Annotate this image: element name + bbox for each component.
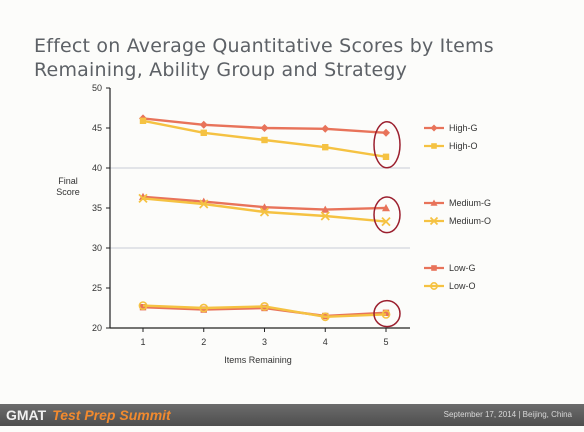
legend-label-low-o: Low-O xyxy=(449,281,476,291)
legend-item-medium-g: Medium-G xyxy=(424,198,491,208)
point-high-o-1 xyxy=(139,117,147,124)
x-tick-label-2: 2 xyxy=(201,337,206,347)
point-medium-o-3 xyxy=(259,207,270,217)
y-tick-label-35: 35 xyxy=(92,203,102,213)
point-medium-o-4-stroke-b xyxy=(320,211,330,221)
point-high-o-5 xyxy=(382,153,390,160)
point-low-g-3 xyxy=(261,304,268,312)
legend-label-medium-o: Medium-O xyxy=(449,216,491,226)
legend-item-high-g: High-G xyxy=(424,123,478,133)
y-tick-label-50: 50 xyxy=(92,83,102,93)
point-medium-o-2-stroke-b xyxy=(199,199,209,209)
legend-label-low-g: Low-G xyxy=(449,263,476,273)
series-high-o xyxy=(139,117,390,160)
point-low-o-4 xyxy=(320,312,330,322)
y-axis-label-line-2: Score xyxy=(56,187,80,197)
series-low-o xyxy=(138,301,391,322)
x-axis-label: Items Remaining xyxy=(224,355,292,365)
point-high-g-4 xyxy=(321,124,330,133)
brand-name: GMAT xyxy=(6,407,47,423)
point-low-o-1 xyxy=(138,301,148,310)
x-tick-label-4: 4 xyxy=(323,337,328,347)
legend-item-low-g: Low-G xyxy=(424,263,476,273)
point-medium-o-5-stroke-b xyxy=(381,216,391,227)
title-line-2: Remaining, Ability Group and Strategy xyxy=(34,59,408,81)
x-tick-label-1: 1 xyxy=(140,337,145,347)
legend-marker-high-g xyxy=(430,124,438,132)
highlight-circles xyxy=(373,121,401,328)
point-low-g-5 xyxy=(382,309,390,316)
highlight-circle-1 xyxy=(373,121,401,169)
legend-marker-medium-o-stroke-b xyxy=(429,216,439,226)
footer-bar: GMAT Test Prep Summit September 17, 2014 … xyxy=(0,404,584,426)
series-lines xyxy=(138,114,391,322)
point-medium-g-5 xyxy=(382,204,390,212)
point-medium-g-3 xyxy=(260,203,269,211)
legend-marker-medium-g xyxy=(430,199,438,206)
point-high-o-4 xyxy=(322,144,329,151)
y-axis-label-line-1: Final xyxy=(58,176,78,186)
y-tick-label-25: 25 xyxy=(92,283,102,293)
gridlines xyxy=(110,167,410,249)
point-high-g-2 xyxy=(199,120,208,129)
legend-label-medium-g: Medium-G xyxy=(449,198,491,208)
x-tick-label-5: 5 xyxy=(383,337,388,347)
point-low-g-2 xyxy=(200,306,207,313)
legend-marker-low-o xyxy=(430,282,438,290)
highlight-circle-2 xyxy=(373,196,401,234)
legend-marker-medium-o xyxy=(429,216,439,226)
legend-item-low-o: Low-O xyxy=(424,281,476,291)
footer-brand: GMAT Test Prep Summit xyxy=(6,406,171,424)
series-medium-g xyxy=(139,192,390,213)
legend-marker-high-o xyxy=(431,143,437,149)
legend: High-G High-O Medium-G Medium-O Low-G Low-O xyxy=(424,123,491,291)
point-medium-o-3-stroke-b xyxy=(259,207,270,217)
point-low-o-2 xyxy=(199,303,209,313)
point-high-g-5 xyxy=(382,128,390,137)
legend-label-high-g: High-G xyxy=(449,123,478,133)
y-tick-label-45: 45 xyxy=(92,123,102,133)
footer-date-location: September 17, 2014 | Beijing, China xyxy=(443,410,572,419)
point-low-o-5 xyxy=(381,309,391,319)
y-tick-label-20: 20 xyxy=(92,323,102,333)
legend-item-high-o: High-O xyxy=(424,141,478,151)
y-tick-label-30: 30 xyxy=(92,243,102,253)
y-tick-label-40: 40 xyxy=(92,163,102,173)
point-medium-o-2 xyxy=(199,199,209,209)
series-high-g xyxy=(139,114,390,137)
series-medium-o xyxy=(138,193,391,227)
point-medium-o-1 xyxy=(138,193,148,204)
point-low-o-3 xyxy=(260,301,269,311)
legend-marker-low-g xyxy=(431,265,437,271)
point-medium-o-1-stroke-b xyxy=(138,193,148,204)
highlight-circle-3 xyxy=(373,299,401,328)
legend-label-high-o: High-O xyxy=(449,141,478,151)
legend-item-medium-o: Medium-O xyxy=(424,216,491,226)
x-tick-label-3: 3 xyxy=(262,337,267,347)
point-high-o-3 xyxy=(261,136,268,144)
point-medium-g-4 xyxy=(321,205,330,213)
point-medium-o-4 xyxy=(320,211,330,221)
series-line-low-o xyxy=(142,304,387,318)
point-high-o-2 xyxy=(200,129,207,136)
slide-title: Effect on Average Quantitative Scores by… xyxy=(34,34,564,82)
point-medium-o-5 xyxy=(381,216,391,227)
event-name: Test Prep Summit xyxy=(52,407,171,423)
title-line-1: Effect on Average Quantitative Scores by… xyxy=(34,35,494,57)
point-low-g-1 xyxy=(139,304,147,311)
point-high-g-3 xyxy=(260,124,269,132)
